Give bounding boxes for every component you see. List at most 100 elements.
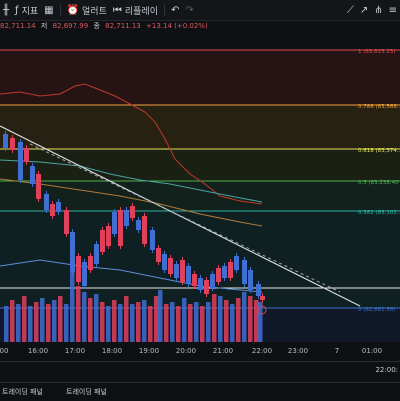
volume-bar (130, 304, 135, 342)
volume-bar (182, 298, 187, 342)
fib-band (0, 149, 400, 181)
ohlc-low-label: 저 (40, 22, 48, 30)
indicators-label: 지표 (21, 6, 39, 17)
candle-body (124, 210, 129, 226)
replay-button[interactable]: ⏮ 리플레이 (110, 0, 161, 20)
volume-bar (88, 298, 93, 342)
alert-button[interactable]: ⏰ 얼러트 (64, 0, 110, 20)
candle-body (118, 210, 123, 246)
drawing-line-button[interactable]: ⟋ (344, 0, 357, 20)
candle-body (64, 210, 69, 234)
grid-icon: ▦ (44, 4, 54, 16)
candle-body (50, 204, 55, 216)
fib-icon: ≡ (388, 4, 397, 16)
volume-bar (200, 306, 205, 342)
tab-trading-panel[interactable]: 트레이딩 패널 (66, 388, 107, 396)
candle-body (228, 262, 233, 278)
moving-average-line (0, 178, 263, 227)
volume-bar (118, 304, 123, 342)
candle-body (150, 230, 155, 250)
chart-type-button[interactable]: ╫ (0, 0, 12, 20)
volume-bar (206, 302, 211, 342)
time-tick-label: 18:00 (101, 347, 123, 355)
time-axis: 00 16:00 17:00 18:00 19:00 20:00 21:00 22:00 23:… (0, 342, 400, 360)
moving-average-line (0, 159, 263, 203)
candle-body (192, 274, 197, 286)
pitchfork-button[interactable]: ⋔ (371, 0, 385, 20)
time-tick-label: 01:00 (361, 347, 383, 355)
alert-label: 얼러트 (82, 6, 107, 17)
price-chart[interactable]: 1 (83,815.23) 0.786 (83,568... 0.618 (83,3… (0, 34, 400, 342)
candle-body (30, 166, 35, 184)
event-marker-icon (257, 305, 267, 315)
fib-band (0, 105, 400, 149)
volume-bar (4, 306, 9, 342)
candle-body (70, 232, 75, 272)
volume-bar (40, 298, 45, 342)
time-tick-label: 16:00 (27, 347, 49, 355)
indicators-button[interactable]: ƒ 지표 (12, 0, 41, 20)
trading-panel-tabs: 트레이딩 패널 트레이딩 패널 (0, 382, 400, 401)
ray-button[interactable]: ↗ (357, 0, 371, 20)
volume-bar (16, 304, 21, 342)
candle-body (82, 262, 87, 286)
fib-level-label: 0.5 (83,238.40 (358, 180, 399, 186)
volume-bar (82, 292, 87, 342)
time-tick-label: 00 (0, 347, 9, 355)
candle-body (180, 260, 185, 282)
volume-bar (248, 296, 253, 342)
redo-button[interactable]: ↷ (182, 0, 196, 20)
moving-average-line (0, 259, 263, 293)
volume-bar (188, 304, 193, 342)
fib-band (0, 50, 400, 105)
candle-body (260, 296, 265, 300)
candle-body (3, 134, 8, 148)
replay-label: 리플레이 (124, 6, 158, 17)
fib-level-label: 0.382 (83,102... (358, 210, 400, 216)
volume-bar (176, 306, 181, 342)
candle-body (88, 256, 93, 270)
fib-button[interactable]: ≡ (386, 0, 400, 20)
time-tick-label: 17:00 (64, 347, 86, 355)
volume-bar (100, 302, 105, 342)
candle-body (136, 220, 141, 230)
volume-bar (76, 286, 81, 342)
time-tick-label: 21:00 (212, 347, 234, 355)
undo-button[interactable]: ↶ (168, 0, 182, 20)
time-tick-label: 23:00 (287, 347, 309, 355)
candle-body (24, 148, 29, 162)
line-tool-icon: ⟋ (346, 4, 354, 16)
candle-body (234, 256, 239, 270)
volume-bar (212, 294, 217, 342)
volume-bar (242, 292, 247, 342)
candle-body (168, 258, 173, 274)
candle-body (142, 216, 147, 244)
tab-trading-panel[interactable]: 트레이딩 패널 (2, 388, 43, 396)
candle-body (222, 266, 227, 278)
ohlc-open: 82,711.14 (0, 22, 36, 30)
volume-bar (46, 304, 51, 342)
pitchfork-icon: ⋔ (374, 4, 383, 16)
candle-body (198, 278, 203, 290)
volume-bar (22, 296, 27, 342)
volume-bar (34, 302, 39, 342)
volume-bar (58, 296, 63, 342)
ohlc-change: +13.14 (+0.02%) (146, 22, 208, 30)
volume-bar (224, 300, 229, 342)
current-time: 22:00: (375, 366, 398, 374)
fib-level-label: 0.618 (83,374... (358, 148, 400, 154)
ray-tool-icon: ↗ (359, 4, 369, 16)
volume-bar (236, 298, 241, 342)
candle-body (174, 264, 179, 278)
chart-toolbar: ╫ ƒ 지표 ▦ ⏰ 얼러트 ⏮ 리플레이 ↶ ↷ ⟋ ↗ ⋔ ≡ (0, 0, 400, 21)
candle-body (162, 254, 167, 270)
candle-body (56, 202, 61, 212)
volume-bar (148, 306, 153, 342)
candle-body (210, 274, 215, 288)
candle-body (216, 268, 221, 282)
redo-icon: ↷ (185, 4, 194, 16)
undo-icon: ↶ (171, 4, 180, 16)
templates-button[interactable]: ▦ (41, 0, 56, 20)
trend-line (0, 125, 361, 307)
time-tick-label: 22:00 (251, 347, 273, 355)
